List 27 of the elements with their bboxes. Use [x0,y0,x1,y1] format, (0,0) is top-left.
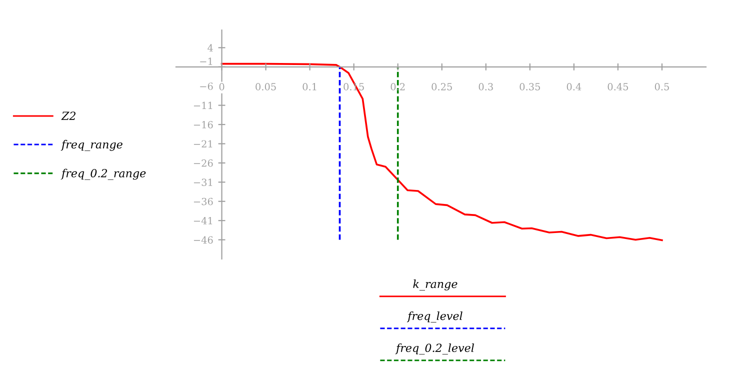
legend-label: Z2 [61,112,76,120]
x-tick-label: 0.4 [566,83,582,90]
x-tick-label: 0.3 [478,83,493,90]
legend-label: freq_range [60,140,122,151]
y-tick-label: −26 [194,159,213,167]
y-tick-label: −11 [194,102,212,109]
y-tick-label: −41 [194,217,212,224]
text: freq_level [406,311,462,323]
x-tick-label: 0.25 [432,83,452,90]
x-tick-label: 0.45 [608,83,628,90]
y-tick-label: −31 [194,178,212,186]
y-tick-label: −21 [194,140,212,148]
y-tick-label: −1 [200,58,212,65]
legend-label: freq_0.2_range [60,168,146,180]
y-tick-label: −46 [194,236,213,244]
y-tick-label: −6 [200,82,213,90]
text: k_range [413,279,458,291]
x-tick-label: 0.2 [390,83,405,90]
y-tick-label: −36 [194,198,213,206]
x-tick-label: 0.05 [256,83,276,90]
y-tick-label: −16 [194,121,213,128]
x-tick-label: 0.35 [520,83,540,90]
x-tick-label: 0 [219,83,224,90]
text: freq_0.2_level [395,343,474,355]
y-tick-label: 4 [208,44,213,52]
x-tick-label: 0.5 [654,83,669,90]
x-tick-label: 0.1 [302,83,316,90]
